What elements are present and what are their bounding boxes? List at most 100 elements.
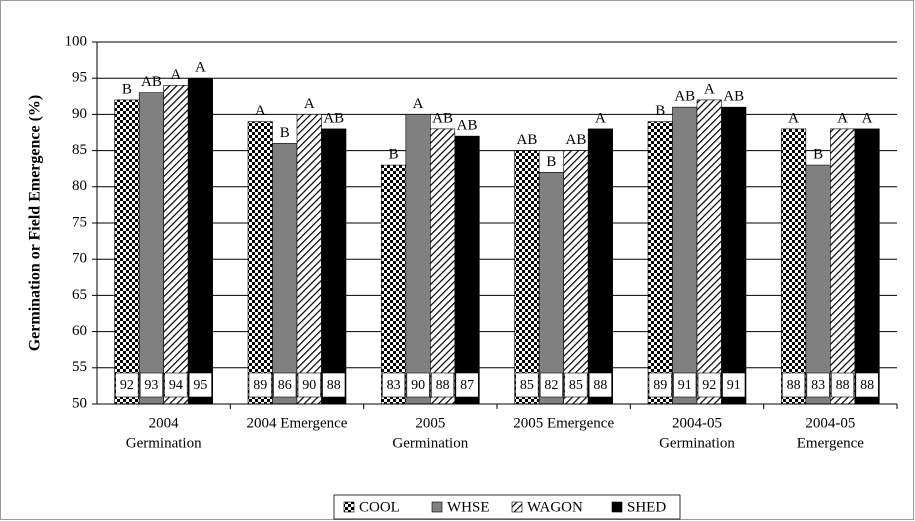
value-label: 88	[436, 378, 450, 393]
x-tick-label: Emergence	[797, 435, 865, 451]
significance-letter: AB	[432, 110, 453, 126]
value-label: 93	[144, 378, 158, 393]
value-label-box	[564, 372, 588, 398]
value-label: 89	[653, 378, 667, 393]
x-tick-label: 2004 Emergence	[247, 415, 348, 431]
value-label: 88	[836, 378, 850, 393]
y-tick-label: 85	[72, 142, 87, 158]
value-label: 88	[787, 378, 801, 393]
value-label-box	[673, 372, 697, 398]
bar	[405, 114, 431, 405]
significance-letter: B	[389, 147, 399, 163]
significance-letter: AB	[323, 110, 344, 126]
legend-box	[333, 494, 681, 520]
significance-letter: AB	[516, 132, 537, 148]
significance-letter: AB	[565, 132, 586, 148]
bar	[721, 106, 747, 405]
y-tick-label: 100	[65, 33, 88, 49]
value-label-box	[382, 372, 406, 398]
value-label-box	[588, 372, 612, 398]
bar	[514, 150, 540, 405]
y-tick-label: 55	[72, 359, 87, 375]
value-label-box	[831, 372, 855, 398]
significance-letter: A	[413, 96, 424, 112]
value-label: 88	[327, 378, 341, 393]
value-label-box	[139, 372, 163, 398]
value-label-box	[722, 372, 746, 398]
value-label-box	[806, 372, 830, 398]
significance-letter: A	[862, 110, 873, 126]
x-tick-label: 2005	[415, 415, 445, 431]
y-tick-label: 65	[72, 287, 87, 303]
significance-letter: A	[788, 110, 799, 126]
value-label-box	[406, 372, 430, 398]
x-tick-label: 2004-05	[672, 415, 722, 431]
value-label: 86	[278, 378, 292, 393]
value-label-box	[188, 372, 212, 398]
value-label: 94	[169, 378, 183, 393]
bar	[672, 106, 698, 405]
significance-letter: A	[704, 81, 715, 97]
bar	[247, 121, 273, 405]
y-tick-label: 70	[72, 251, 87, 267]
value-label-box	[855, 372, 879, 398]
value-label: 91	[678, 378, 692, 393]
value-label: 88	[593, 378, 607, 393]
value-label-box	[297, 372, 321, 398]
x-tick-label: Germination	[392, 435, 468, 451]
legend-label: COOL	[359, 499, 400, 515]
significance-letter: B	[813, 147, 823, 163]
x-tick-label: 2005 Emergence	[513, 415, 614, 431]
legend-label: WHSE	[447, 499, 490, 515]
x-tick-label: Germination	[126, 435, 202, 451]
legend: COOL WHSE WAGON SHED	[333, 494, 681, 520]
legend-label: SHED	[627, 499, 666, 515]
bar	[321, 128, 347, 405]
bar	[781, 128, 807, 405]
bar	[854, 128, 880, 405]
y-tick-label: 90	[72, 106, 87, 122]
significance-letter: A	[170, 67, 181, 83]
bar	[805, 164, 831, 405]
value-label: 85	[520, 378, 534, 393]
y-tick-label: 60	[72, 323, 87, 339]
y-tick-label: 80	[72, 178, 87, 194]
value-label-box	[515, 372, 539, 398]
value-label: 88	[860, 378, 874, 393]
bar	[138, 92, 164, 405]
y-tick-label: 95	[72, 70, 87, 86]
value-label: 92	[120, 378, 134, 393]
significance-letter: A	[195, 60, 206, 76]
bar	[296, 114, 322, 405]
value-label-box	[115, 372, 139, 398]
y-tick-label: 50	[72, 395, 87, 411]
legend-swatch	[511, 501, 523, 513]
bar	[696, 99, 722, 405]
significance-letter: A	[304, 96, 315, 112]
value-label: 91	[727, 378, 741, 393]
value-label-box	[455, 372, 479, 398]
value-label-box	[431, 372, 455, 398]
significance-letter: AB	[141, 74, 162, 90]
significance-letter: AB	[457, 118, 478, 134]
x-tick-label: 2004	[149, 415, 180, 431]
significance-letter: A	[255, 103, 266, 119]
significance-letter: AB	[674, 89, 695, 105]
value-label-box	[697, 372, 721, 398]
significance-letter: B	[280, 125, 290, 141]
value-label-box	[273, 372, 297, 398]
value-label: 82	[544, 378, 558, 393]
x-tick-label: Germination	[659, 435, 735, 451]
value-label-box	[164, 372, 188, 398]
bar	[163, 85, 189, 405]
bar	[187, 77, 213, 405]
value-label-box	[539, 372, 563, 398]
value-label: 83	[387, 378, 401, 393]
value-label: 89	[253, 378, 267, 393]
bar	[647, 121, 673, 405]
bar	[587, 128, 613, 405]
value-label: 95	[193, 378, 207, 393]
bar	[272, 143, 298, 405]
y-axis-title: Germination or Field Emergence (%)	[27, 95, 44, 352]
significance-letter: AB	[723, 89, 744, 105]
